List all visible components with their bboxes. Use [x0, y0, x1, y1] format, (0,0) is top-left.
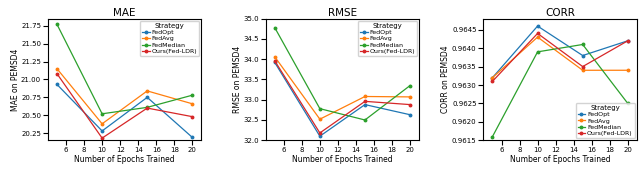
FedOpt: [143, 96, 151, 99]
FedAvg: [143, 90, 151, 92]
FedAvg: [188, 103, 196, 105]
Line: Ours(Fed-LDR): Ours(Fed-LDR): [492, 32, 629, 83]
FedMedian: [143, 106, 151, 108]
Y-axis label: CORR on PEMSD4: CORR on PEMSD4: [442, 46, 451, 113]
FedOpt: [624, 40, 632, 42]
Ours(Fed-LDR): [188, 116, 196, 118]
FedMedian: [271, 27, 278, 29]
Title: MAE: MAE: [113, 8, 136, 18]
Title: RMSE: RMSE: [328, 8, 357, 18]
FedAvg: [624, 69, 632, 71]
Line: FedOpt: FedOpt: [56, 83, 193, 139]
X-axis label: Number of Epochs Trained: Number of Epochs Trained: [292, 155, 393, 164]
Y-axis label: MAE on PEMSD4: MAE on PEMSD4: [10, 48, 20, 111]
Title: CORR: CORR: [545, 8, 575, 18]
Line: Ours(Fed-LDR): Ours(Fed-LDR): [56, 73, 193, 139]
Line: FedMedian: FedMedian: [492, 43, 629, 138]
Legend: FedOpt, FedAvg, FedMedian, Ours(Fed-LDR): FedOpt, FedAvg, FedMedian, Ours(Fed-LDR): [575, 103, 635, 138]
FedAvg: [534, 36, 541, 38]
Ours(Fed-LDR): [406, 103, 414, 106]
FedMedian: [316, 108, 324, 110]
Ours(Fed-LDR): [579, 65, 586, 68]
FedOpt: [406, 114, 414, 116]
FedOpt: [271, 61, 278, 64]
Line: FedOpt: FedOpt: [492, 25, 629, 79]
FedOpt: [579, 54, 586, 57]
X-axis label: Number of Epochs Trained: Number of Epochs Trained: [74, 155, 175, 164]
Legend: FedOpt, FedAvg, FedMedian, Ours(Fed-LDR): FedOpt, FedAvg, FedMedian, Ours(Fed-LDR): [140, 21, 200, 56]
FedMedian: [406, 85, 414, 87]
Line: FedMedian: FedMedian: [273, 26, 412, 121]
Line: Ours(Fed-LDR): Ours(Fed-LDR): [273, 60, 412, 134]
FedOpt: [489, 76, 497, 79]
FedAvg: [406, 96, 414, 98]
FedAvg: [316, 118, 324, 120]
FedMedian: [361, 119, 369, 121]
X-axis label: Number of Epochs Trained: Number of Epochs Trained: [510, 155, 611, 164]
FedAvg: [53, 68, 61, 70]
Line: FedAvg: FedAvg: [492, 36, 629, 79]
Ours(Fed-LDR): [534, 32, 541, 35]
FedOpt: [188, 136, 196, 139]
Line: FedOpt: FedOpt: [273, 61, 412, 137]
Ours(Fed-LDR): [271, 60, 278, 62]
FedAvg: [271, 56, 278, 58]
FedOpt: [99, 130, 106, 132]
Line: FedAvg: FedAvg: [56, 68, 193, 125]
FedOpt: [316, 135, 324, 137]
Ours(Fed-LDR): [53, 73, 61, 75]
Ours(Fed-LDR): [99, 137, 106, 139]
Y-axis label: RMSE on PEMSD4: RMSE on PEMSD4: [233, 46, 242, 113]
FedMedian: [489, 135, 497, 138]
Line: FedAvg: FedAvg: [273, 56, 412, 120]
Ours(Fed-LDR): [316, 132, 324, 134]
FedMedian: [579, 43, 586, 46]
FedMedian: [534, 51, 541, 53]
Ours(Fed-LDR): [143, 107, 151, 109]
Ours(Fed-LDR): [361, 100, 369, 102]
Legend: FedOpt, FedAvg, FedMedian, Ours(Fed-LDR): FedOpt, FedAvg, FedMedian, Ours(Fed-LDR): [358, 21, 417, 56]
FedMedian: [624, 102, 632, 105]
FedMedian: [99, 113, 106, 115]
Ours(Fed-LDR): [489, 80, 497, 82]
FedMedian: [53, 23, 61, 26]
FedAvg: [361, 95, 369, 98]
FedAvg: [489, 76, 497, 79]
FedMedian: [188, 94, 196, 96]
FedOpt: [53, 83, 61, 86]
Ours(Fed-LDR): [624, 40, 632, 42]
FedAvg: [99, 123, 106, 125]
FedOpt: [361, 103, 369, 106]
Line: FedMedian: FedMedian: [56, 23, 193, 115]
FedOpt: [534, 25, 541, 27]
FedAvg: [579, 69, 586, 71]
